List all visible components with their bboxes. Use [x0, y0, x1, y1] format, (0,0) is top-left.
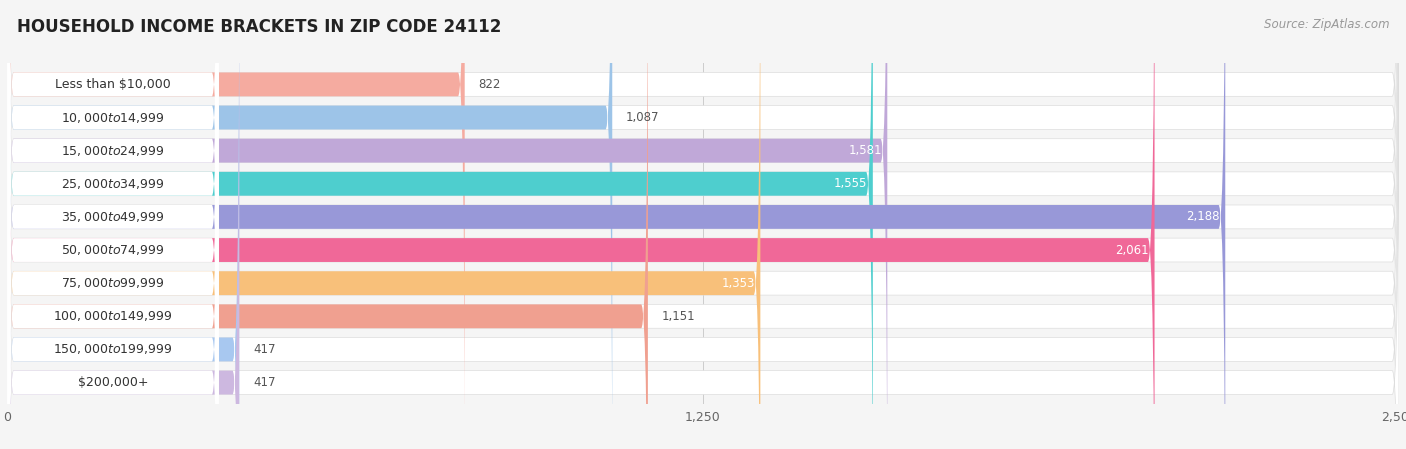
FancyBboxPatch shape	[7, 0, 1399, 449]
Text: $10,000 to $14,999: $10,000 to $14,999	[60, 110, 165, 124]
FancyBboxPatch shape	[7, 0, 218, 449]
FancyBboxPatch shape	[7, 0, 218, 449]
FancyBboxPatch shape	[7, 0, 1399, 449]
FancyBboxPatch shape	[7, 0, 218, 449]
FancyBboxPatch shape	[7, 0, 1399, 449]
Text: $15,000 to $24,999: $15,000 to $24,999	[60, 144, 165, 158]
Text: Source: ZipAtlas.com: Source: ZipAtlas.com	[1264, 18, 1389, 31]
Text: 417: 417	[253, 376, 276, 389]
FancyBboxPatch shape	[7, 0, 1399, 449]
Text: 822: 822	[478, 78, 501, 91]
FancyBboxPatch shape	[7, 0, 218, 449]
Text: Less than $10,000: Less than $10,000	[55, 78, 170, 91]
Text: 2,188: 2,188	[1187, 211, 1219, 224]
FancyBboxPatch shape	[7, 0, 239, 449]
Text: 1,555: 1,555	[834, 177, 868, 190]
FancyBboxPatch shape	[7, 0, 239, 449]
FancyBboxPatch shape	[7, 0, 1399, 449]
Text: 1,151: 1,151	[662, 310, 696, 323]
FancyBboxPatch shape	[7, 0, 761, 449]
Text: 2,061: 2,061	[1115, 243, 1149, 256]
Text: 417: 417	[253, 343, 276, 356]
FancyBboxPatch shape	[7, 0, 873, 449]
FancyBboxPatch shape	[7, 0, 218, 449]
Text: 1,353: 1,353	[721, 277, 755, 290]
FancyBboxPatch shape	[7, 0, 218, 449]
Text: $150,000 to $199,999: $150,000 to $199,999	[53, 343, 173, 357]
FancyBboxPatch shape	[7, 0, 612, 449]
Text: 1,087: 1,087	[626, 111, 659, 124]
Text: $100,000 to $149,999: $100,000 to $149,999	[53, 309, 173, 323]
Text: $25,000 to $34,999: $25,000 to $34,999	[60, 177, 165, 191]
FancyBboxPatch shape	[7, 0, 1399, 449]
FancyBboxPatch shape	[7, 0, 218, 449]
FancyBboxPatch shape	[7, 0, 218, 449]
FancyBboxPatch shape	[7, 0, 218, 449]
Text: 1,581: 1,581	[848, 144, 882, 157]
Text: HOUSEHOLD INCOME BRACKETS IN ZIP CODE 24112: HOUSEHOLD INCOME BRACKETS IN ZIP CODE 24…	[17, 18, 502, 36]
FancyBboxPatch shape	[7, 0, 1154, 449]
FancyBboxPatch shape	[7, 0, 218, 449]
FancyBboxPatch shape	[7, 0, 887, 449]
Text: $200,000+: $200,000+	[77, 376, 148, 389]
FancyBboxPatch shape	[7, 0, 1399, 449]
FancyBboxPatch shape	[7, 0, 1399, 449]
Text: $75,000 to $99,999: $75,000 to $99,999	[60, 276, 165, 290]
FancyBboxPatch shape	[7, 0, 1225, 449]
FancyBboxPatch shape	[7, 0, 648, 449]
Text: $50,000 to $74,999: $50,000 to $74,999	[60, 243, 165, 257]
FancyBboxPatch shape	[7, 0, 465, 449]
FancyBboxPatch shape	[7, 0, 1399, 449]
FancyBboxPatch shape	[7, 0, 1399, 449]
Text: $35,000 to $49,999: $35,000 to $49,999	[60, 210, 165, 224]
